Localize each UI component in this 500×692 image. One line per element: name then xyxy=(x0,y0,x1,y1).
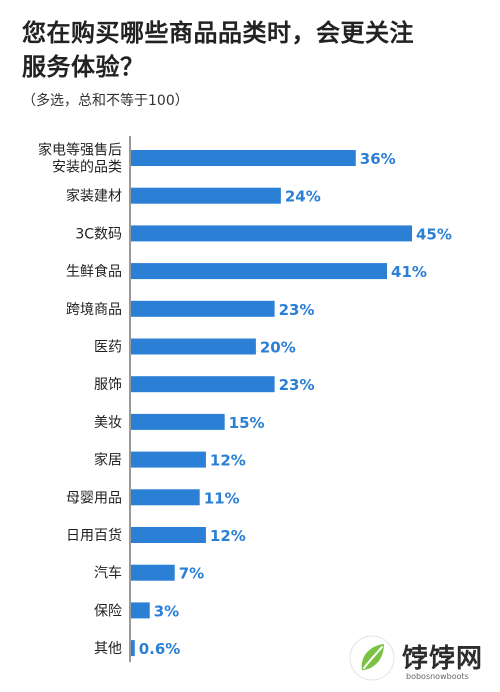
value-label: 45% xyxy=(416,225,452,243)
bar xyxy=(131,263,388,280)
category-label: 家电等强售后 xyxy=(38,142,122,159)
category-label: 保险 xyxy=(94,603,122,619)
value-label: 11% xyxy=(204,489,240,507)
category-label: 家装建材 xyxy=(66,188,122,205)
bar xyxy=(131,451,206,468)
category-label: 母婴用品 xyxy=(66,490,122,506)
value-label: 0.6% xyxy=(139,640,181,658)
chart-title-line-2: 服务体验？ xyxy=(22,53,145,81)
category-label: 日用百货 xyxy=(66,527,122,544)
leaf-logo-icon xyxy=(349,635,395,681)
watermark: 饽饽网 bobosnowboots xyxy=(348,632,498,690)
bar xyxy=(131,338,256,355)
bar xyxy=(131,187,281,204)
bar xyxy=(131,225,412,242)
category-label: 其他 xyxy=(94,641,122,657)
category-label: 美妆 xyxy=(94,415,122,431)
category-label: 跨境商品 xyxy=(66,302,122,318)
value-label: 23% xyxy=(279,376,315,394)
bar xyxy=(131,150,356,166)
bar xyxy=(131,640,135,657)
value-label: 7% xyxy=(179,565,204,583)
category-label: 汽车 xyxy=(94,565,122,582)
category-label: 医药 xyxy=(94,340,122,356)
bar xyxy=(131,413,225,430)
value-label: 12% xyxy=(210,527,246,545)
value-label: 3% xyxy=(154,602,179,620)
value-label: 15% xyxy=(229,414,265,432)
bar xyxy=(131,564,175,581)
category-label: 生鲜食品 xyxy=(66,263,122,280)
watermark-name: 饽饽网 xyxy=(402,644,484,674)
value-label: 23% xyxy=(279,301,315,319)
watermark-url: bobosnowboots xyxy=(406,672,469,681)
chart-subtitle: （多选，总和不等于100） xyxy=(22,93,189,109)
chart-title: 您在购买哪些商品品类时，会更关注 服务体验？ xyxy=(22,16,482,84)
value-label: 41% xyxy=(391,263,427,281)
bar xyxy=(131,489,200,506)
bar xyxy=(131,300,275,317)
chart-title-line-1: 您在购买哪些商品品类时，会更关注 xyxy=(22,19,414,47)
category-label: 家居 xyxy=(94,452,122,469)
value-label: 24% xyxy=(285,188,321,206)
category-label: 3C数码 xyxy=(75,226,122,242)
category-label: 安装的品类 xyxy=(52,160,122,176)
bar xyxy=(131,527,206,543)
bar xyxy=(131,376,275,393)
bar xyxy=(131,602,150,619)
value-label: 12% xyxy=(210,452,246,470)
value-label: 20% xyxy=(260,339,296,357)
value-label: 36% xyxy=(360,150,396,168)
category-label: 服饰 xyxy=(94,377,122,393)
